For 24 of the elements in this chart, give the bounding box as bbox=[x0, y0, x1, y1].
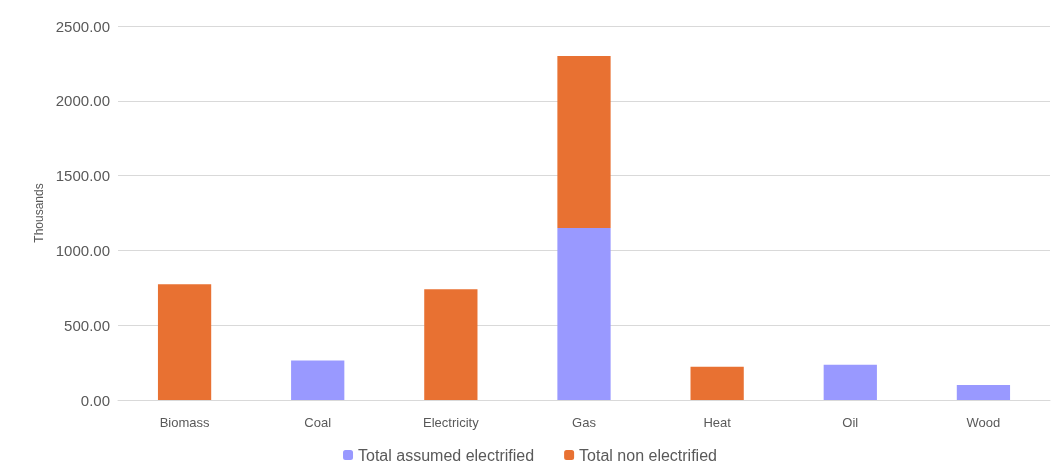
x-tick-label: Heat bbox=[703, 415, 732, 430]
x-tick-label: Coal bbox=[304, 415, 332, 430]
bar bbox=[291, 360, 345, 400]
bar bbox=[157, 284, 212, 400]
bar bbox=[690, 366, 744, 400]
bar bbox=[424, 289, 478, 400]
y-axis-title: Thousands bbox=[31, 183, 46, 243]
bar bbox=[557, 228, 611, 400]
x-tick-label: Electricity bbox=[423, 415, 480, 430]
y-tick-label: 2500.00 bbox=[55, 17, 110, 35]
x-tick-label: Oil bbox=[842, 415, 859, 430]
y-tick-label: 0.00 bbox=[80, 391, 110, 409]
legend-label: Total assumed electrified bbox=[358, 446, 535, 464]
legend-label: Total non electrified bbox=[579, 446, 717, 464]
bar bbox=[823, 364, 877, 400]
bar bbox=[956, 385, 1011, 400]
x-tick-label: Gas bbox=[572, 415, 597, 430]
y-tick-label: 500.00 bbox=[64, 316, 110, 334]
y-tick-label: 1500.00 bbox=[55, 167, 110, 185]
bar bbox=[557, 56, 611, 229]
x-tick-label: Biomass bbox=[159, 415, 210, 430]
y-tick-label: 1000.00 bbox=[55, 241, 110, 259]
y-tick-label: 2000.00 bbox=[55, 92, 110, 110]
x-tick-label: Wood bbox=[966, 415, 1001, 430]
